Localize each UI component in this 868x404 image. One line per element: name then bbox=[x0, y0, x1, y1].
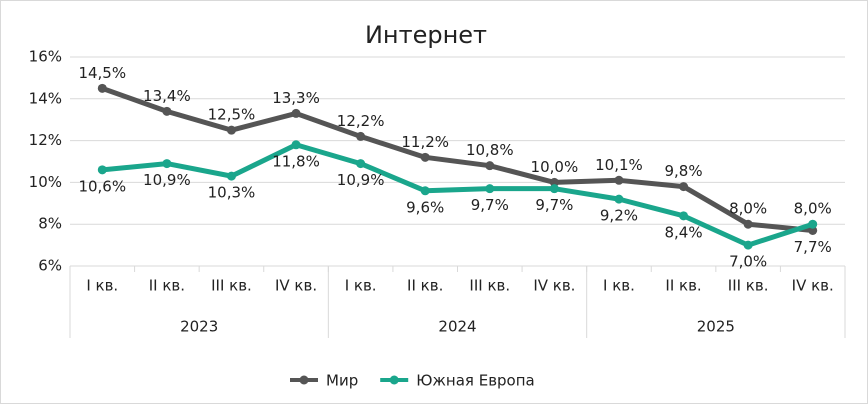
point bbox=[485, 161, 495, 171]
point bbox=[226, 171, 236, 181]
x-group-label: 2024 bbox=[438, 318, 476, 336]
data-label: 7,0% bbox=[729, 253, 767, 271]
y-tick-label: 12% bbox=[29, 131, 62, 149]
x-tick-label: I кв. bbox=[603, 277, 635, 295]
data-label: 10,1% bbox=[595, 156, 643, 174]
point bbox=[743, 219, 753, 229]
point bbox=[420, 186, 430, 196]
point bbox=[356, 159, 366, 169]
point bbox=[808, 225, 818, 235]
legend-label: Мир bbox=[326, 372, 358, 390]
x-tick-label: II кв. bbox=[407, 277, 443, 295]
data-label: 9,7% bbox=[471, 196, 509, 214]
data-label: 10,6% bbox=[78, 177, 126, 195]
chart-title: Интернет bbox=[365, 21, 487, 49]
series-line bbox=[102, 142, 814, 248]
point bbox=[614, 194, 624, 204]
legend-marker bbox=[299, 375, 309, 385]
point bbox=[549, 184, 559, 194]
data-label: 11,2% bbox=[401, 133, 449, 151]
data-label: 10,9% bbox=[143, 171, 191, 189]
data-label: 10,0% bbox=[531, 158, 579, 176]
legend-marker bbox=[389, 375, 399, 385]
x-tick-label: IV кв. bbox=[533, 277, 575, 295]
point bbox=[485, 184, 495, 194]
x-tick-label: III кв. bbox=[469, 277, 510, 295]
point bbox=[679, 211, 689, 221]
point bbox=[291, 108, 301, 118]
data-label: 9,2% bbox=[600, 207, 638, 225]
data-label: 14,5% bbox=[78, 64, 126, 82]
x-tick-label: II кв. bbox=[149, 277, 185, 295]
y-tick-label: 16% bbox=[29, 48, 62, 66]
point bbox=[291, 140, 301, 150]
y-tick-label: 6% bbox=[38, 257, 62, 275]
data-label: 10,3% bbox=[208, 184, 256, 202]
y-tick-label: 8% bbox=[38, 215, 62, 233]
point bbox=[356, 131, 366, 141]
data-label: 13,3% bbox=[272, 89, 320, 107]
data-label: 12,2% bbox=[337, 112, 385, 130]
data-label: 13,4% bbox=[143, 87, 191, 105]
data-label: 10,8% bbox=[466, 141, 514, 159]
x-tick-label: I кв. bbox=[86, 277, 118, 295]
x-group-label: 2025 bbox=[697, 318, 735, 336]
x-tick-label: III кв. bbox=[728, 277, 769, 295]
y-tick-label: 10% bbox=[29, 173, 62, 191]
point bbox=[97, 83, 107, 93]
y-tick-label: 14% bbox=[29, 89, 62, 107]
data-label: 8,0% bbox=[794, 200, 832, 218]
series-line bbox=[101, 85, 813, 233]
point bbox=[743, 240, 753, 250]
legend-label: Южная Европа bbox=[416, 372, 535, 390]
data-label: 10,9% bbox=[337, 171, 385, 189]
data-label: 11,8% bbox=[272, 152, 320, 170]
data-label: 8,4% bbox=[664, 223, 702, 241]
x-tick-label: I кв. bbox=[345, 277, 377, 295]
point bbox=[679, 182, 689, 192]
data-label: 7,7% bbox=[794, 238, 832, 256]
point bbox=[97, 165, 107, 175]
data-label: 8,0% bbox=[729, 200, 767, 218]
point bbox=[226, 125, 236, 135]
data-label: 9,7% bbox=[535, 196, 573, 214]
data-label: 9,8% bbox=[664, 162, 702, 180]
point bbox=[808, 219, 818, 229]
point bbox=[162, 159, 172, 169]
x-tick-label: IV кв. bbox=[792, 277, 834, 295]
x-group-label: 2023 bbox=[180, 318, 218, 336]
x-tick-label: III кв. bbox=[211, 277, 252, 295]
x-tick-label: IV кв. bbox=[275, 277, 317, 295]
data-label: 9,6% bbox=[406, 198, 444, 216]
point bbox=[614, 175, 624, 185]
point bbox=[549, 177, 559, 187]
data-label: 12,5% bbox=[208, 106, 256, 124]
x-tick-label: II кв. bbox=[665, 277, 701, 295]
point bbox=[420, 152, 430, 162]
point bbox=[162, 106, 172, 116]
